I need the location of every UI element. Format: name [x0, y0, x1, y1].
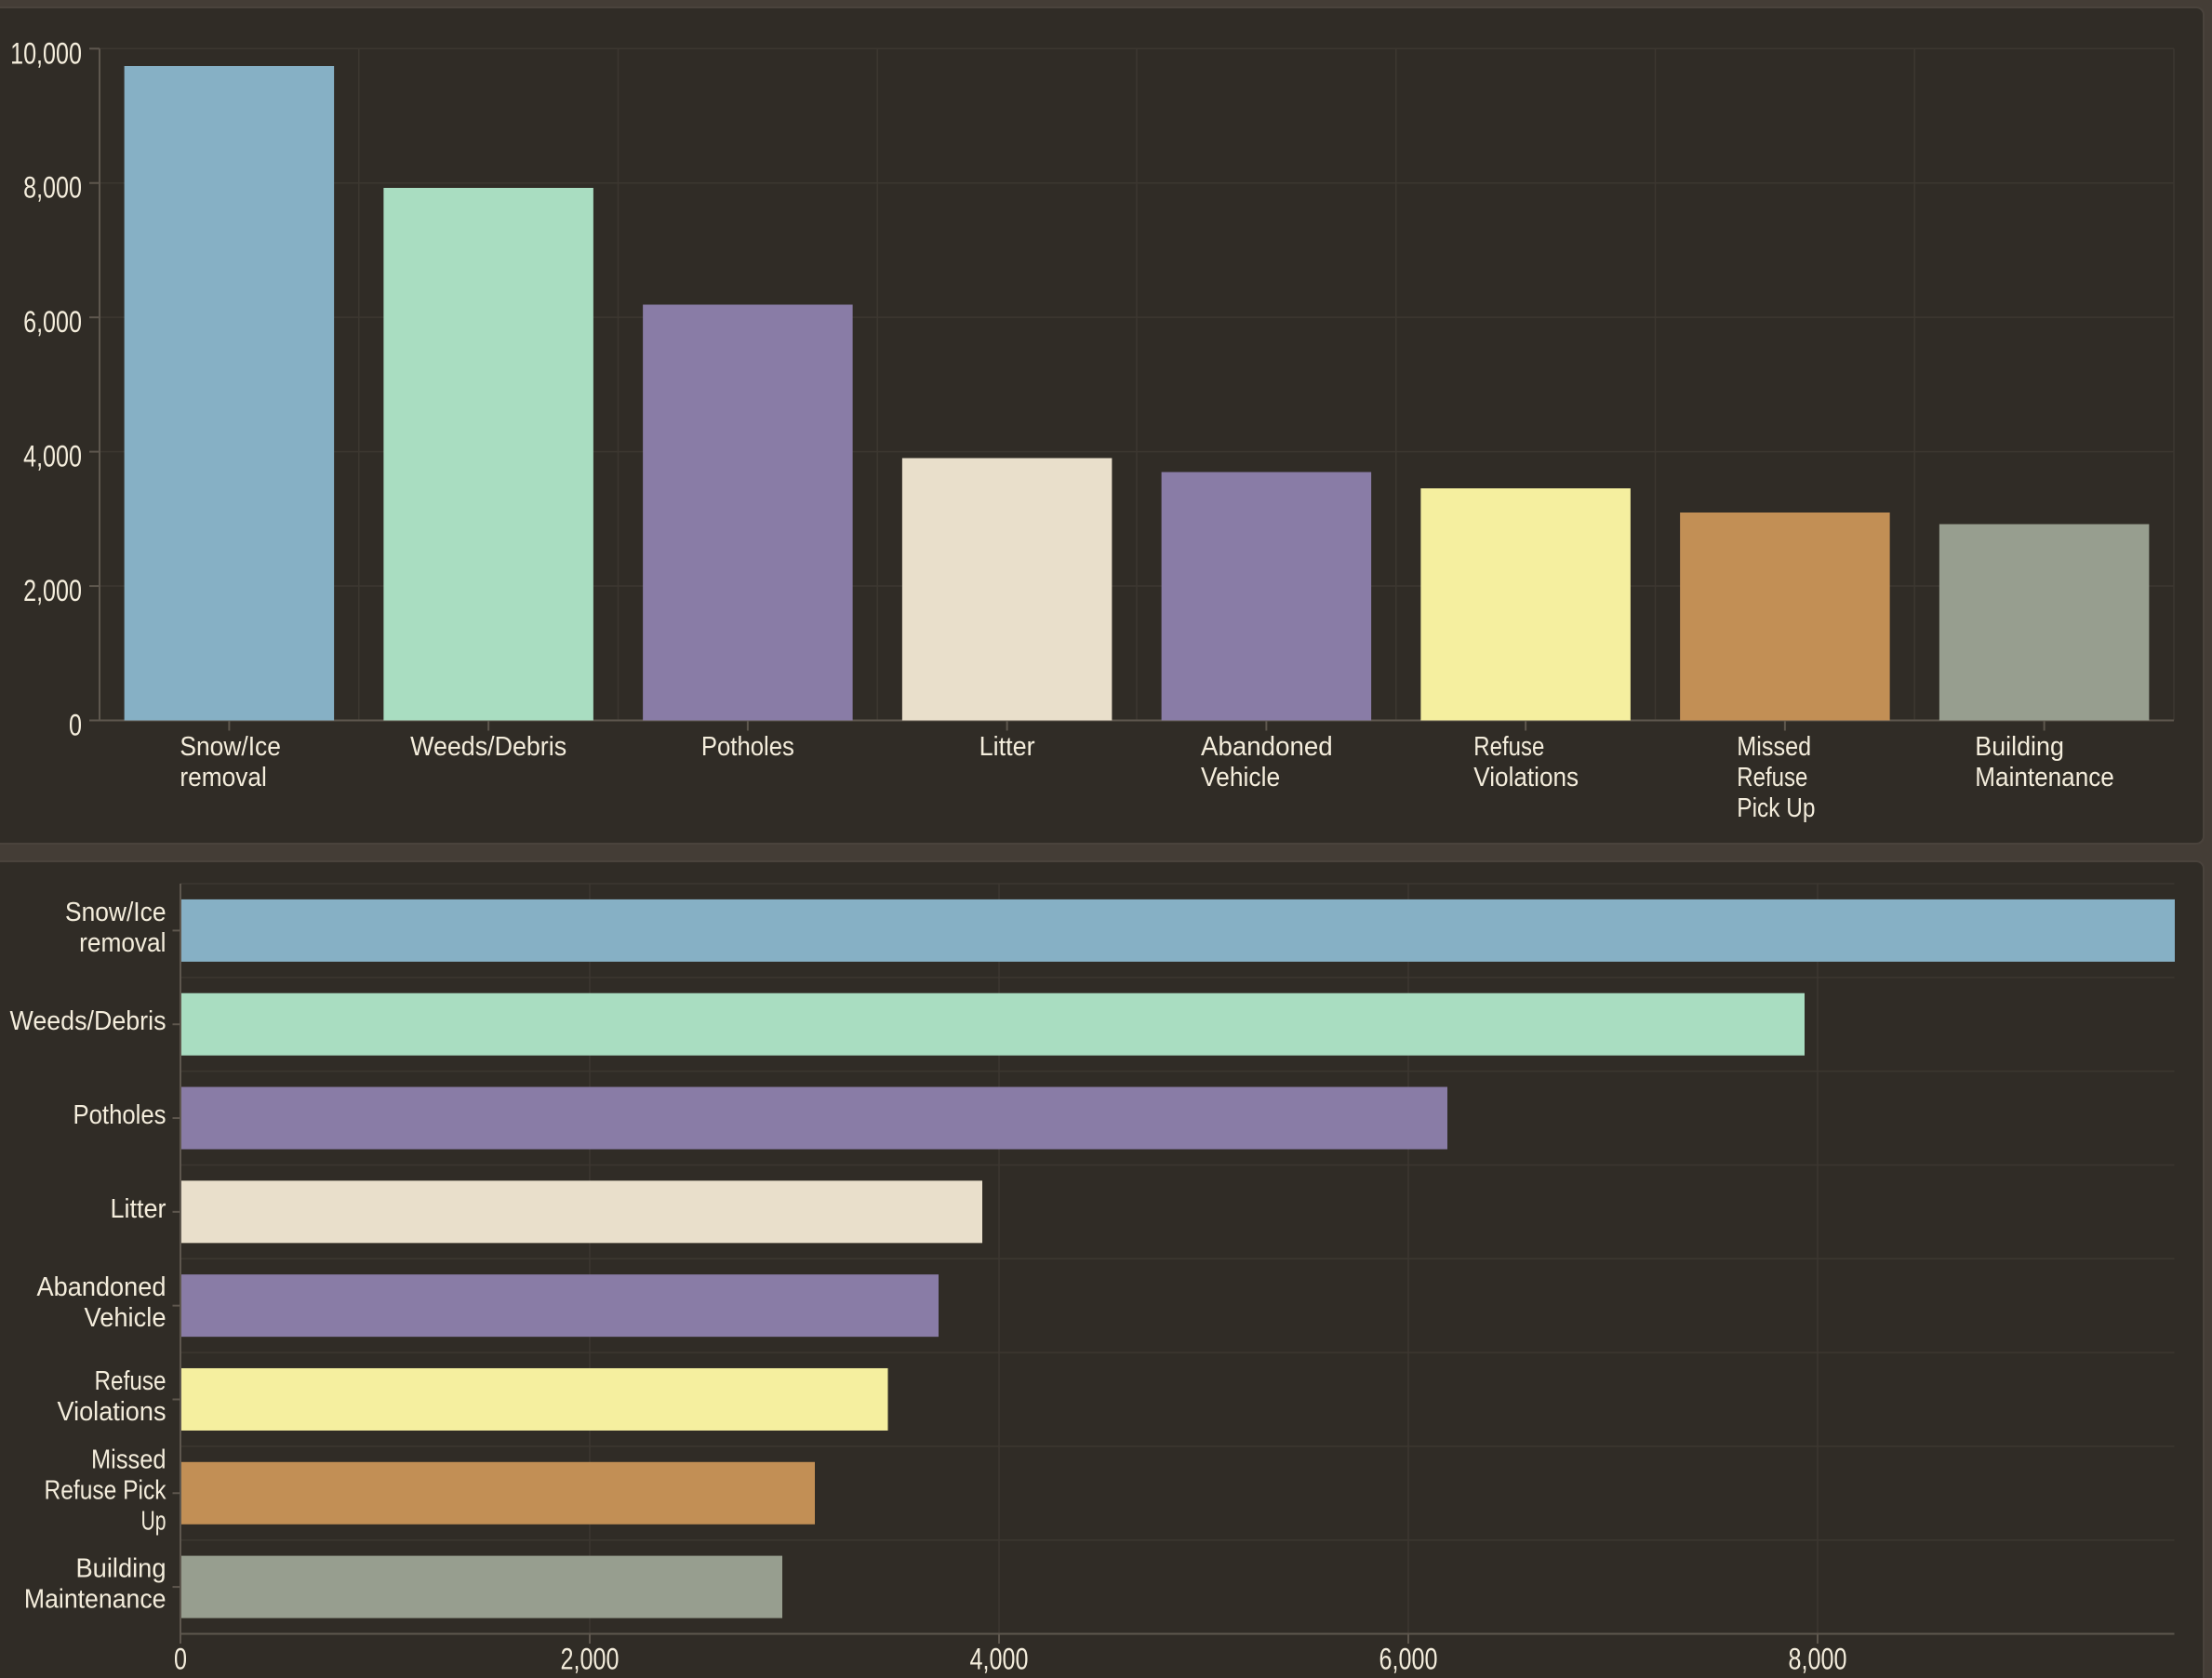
svg-text:0: 0 — [174, 1643, 187, 1676]
svg-text:Pick Up: Pick Up — [1737, 793, 1815, 823]
svg-text:10,000: 10,000 — [10, 36, 82, 70]
svg-text:Potholes: Potholes — [73, 1100, 167, 1130]
svg-text:Up: Up — [141, 1506, 167, 1536]
svg-text:Refuse Pick: Refuse Pick — [45, 1475, 167, 1505]
svg-text:Refuse: Refuse — [1473, 732, 1544, 762]
svg-text:Abandoned: Abandoned — [37, 1272, 167, 1302]
svg-text:Building: Building — [76, 1554, 167, 1584]
svg-text:Weeds/Debris: Weeds/Debris — [10, 1006, 167, 1036]
svg-text:Building: Building — [1975, 732, 2064, 762]
svg-text:Refuse: Refuse — [95, 1366, 167, 1396]
svg-text:Violations: Violations — [1473, 763, 1579, 792]
svg-text:Vehicle: Vehicle — [85, 1303, 167, 1333]
svg-text:Snow/Ice: Snow/Ice — [65, 898, 167, 927]
svg-text:8,000: 8,000 — [1789, 1643, 1847, 1676]
svg-text:removal: removal — [79, 928, 166, 958]
svg-text:8,000: 8,000 — [23, 171, 82, 205]
svg-text:6,000: 6,000 — [23, 305, 82, 339]
svg-text:Abandoned: Abandoned — [1201, 732, 1333, 762]
svg-text:6,000: 6,000 — [1379, 1643, 1438, 1676]
svg-text:Refuse: Refuse — [1737, 763, 1807, 792]
svg-text:4,000: 4,000 — [970, 1643, 1029, 1676]
svg-text:4,000: 4,000 — [23, 440, 82, 473]
svg-text:Maintenance: Maintenance — [1975, 763, 2114, 792]
svg-text:Litter: Litter — [979, 732, 1035, 762]
svg-text:2,000: 2,000 — [23, 574, 82, 607]
svg-text:removal: removal — [180, 763, 266, 792]
svg-text:Potholes: Potholes — [701, 732, 794, 762]
svg-text:Snow/Ice: Snow/Ice — [180, 732, 281, 762]
svg-text:Vehicle: Vehicle — [1201, 763, 1280, 792]
svg-text:Missed: Missed — [91, 1445, 167, 1474]
svg-text:Missed: Missed — [1737, 732, 1811, 762]
svg-text:Violations: Violations — [58, 1397, 167, 1427]
svg-text:Litter: Litter — [111, 1194, 167, 1224]
svg-text:2,000: 2,000 — [561, 1643, 620, 1676]
svg-text:Weeds/Debris: Weeds/Debris — [410, 732, 566, 762]
svg-text:Maintenance: Maintenance — [24, 1585, 167, 1615]
svg-text:0: 0 — [69, 709, 82, 742]
